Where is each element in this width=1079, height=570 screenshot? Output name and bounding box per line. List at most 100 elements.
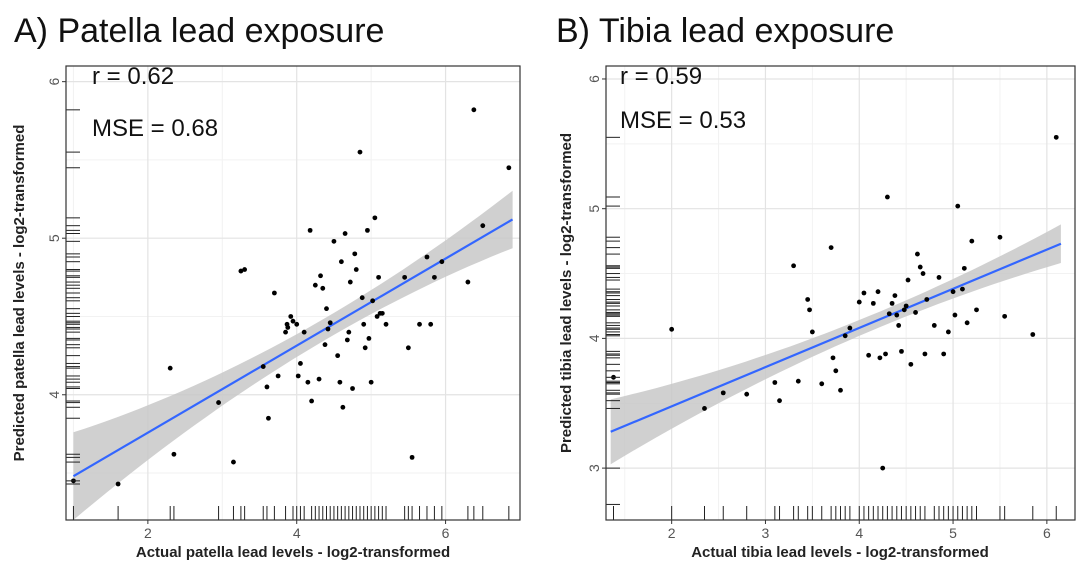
data-point: [969, 238, 975, 244]
data-point: [115, 481, 121, 487]
data-point: [922, 351, 928, 357]
data-point: [915, 251, 920, 257]
data-point: [362, 345, 368, 351]
data-point: [374, 314, 380, 319]
data-point: [424, 254, 430, 260]
stat-mse: MSE = 0.53: [620, 107, 746, 134]
data-point: [275, 373, 281, 379]
data-point: [807, 307, 812, 313]
data-point: [264, 384, 270, 390]
x-tick-label: 6: [442, 525, 450, 541]
stat-r: r = 0.59: [620, 63, 702, 90]
y-tick-label: 5: [46, 234, 62, 242]
data-point: [1002, 313, 1008, 319]
stat-mse: MSE = 0.68: [92, 115, 218, 142]
data-point: [908, 361, 914, 367]
data-point: [702, 406, 707, 411]
y-tick-label: 5: [586, 205, 602, 213]
x-tick-label: 4: [293, 525, 301, 541]
data-point: [465, 279, 471, 285]
plot-background: [606, 66, 1075, 520]
data-point: [402, 274, 408, 280]
data-point: [885, 194, 890, 200]
data-point: [167, 365, 173, 371]
y-tick-label: 6: [46, 78, 62, 86]
data-point: [288, 314, 294, 319]
data-point: [260, 364, 266, 369]
data-point: [171, 451, 177, 457]
data-point: [283, 329, 288, 335]
data-point: [471, 107, 477, 113]
rug: [66, 109, 510, 520]
data-point: [883, 351, 888, 357]
data-point: [340, 404, 346, 410]
panel-title: A) Patella lead exposure: [14, 12, 384, 50]
x-axis-label: Actual tibia lead levels - log2-transfor…: [691, 544, 989, 561]
data-point: [866, 352, 872, 358]
data-point: [917, 264, 923, 270]
data-point: [877, 355, 883, 361]
data-point: [945, 329, 951, 335]
data-point: [238, 268, 244, 274]
data-point: [307, 227, 313, 233]
data-point: [842, 333, 848, 339]
data-point: [357, 149, 363, 155]
y-axis-label: Predicted patella lead levels - log2-tra…: [11, 125, 28, 462]
plot-frame: [605, 65, 1076, 521]
data-point: [952, 312, 958, 318]
panel-b: 2 3 4 5 6 3 4 5 6 B) Tibia lead exposure r = 0.59 M…: [556, 12, 1076, 561]
data-point: [242, 267, 248, 272]
data-point: [886, 311, 892, 317]
data-point: [847, 325, 853, 331]
data-point: [312, 282, 318, 288]
data-point: [290, 318, 296, 324]
data-point: [795, 378, 801, 384]
data-point: [894, 312, 900, 318]
data-point: [861, 290, 867, 296]
data-point: [974, 307, 979, 313]
data-point: [506, 165, 512, 171]
data-point: [838, 387, 843, 393]
data-point: [331, 238, 337, 244]
data-point: [828, 245, 834, 251]
data-point: [1030, 332, 1036, 337]
data-point: [880, 465, 886, 471]
data-point: [231, 459, 236, 465]
data-point: [335, 353, 341, 359]
regression-line: [72, 218, 514, 478]
data-point: [266, 415, 271, 421]
data-point: [344, 337, 350, 343]
data-point: [1053, 134, 1059, 140]
data-point: [744, 391, 750, 397]
x-tick-label: 2: [144, 525, 152, 541]
data-point: [379, 310, 385, 316]
data-points: [71, 107, 512, 487]
data-point: [870, 300, 876, 306]
data-point: [350, 386, 355, 391]
data-point: [271, 290, 277, 296]
data-point: [383, 321, 389, 327]
x-tick-label: 5: [949, 525, 957, 541]
data-point: [791, 263, 796, 269]
regression-line: [610, 242, 1062, 433]
data-point: [941, 351, 947, 357]
data-point: [338, 259, 344, 265]
data-point: [347, 279, 353, 285]
data-point: [720, 390, 726, 396]
data-point: [325, 326, 331, 332]
data-point: [295, 373, 301, 379]
x-axis-label: Actual patella lead levels - log2-transf…: [136, 544, 450, 561]
data-point: [955, 203, 961, 209]
data-point: [772, 380, 778, 385]
data-point: [346, 329, 352, 335]
data-point: [950, 289, 956, 295]
data-point: [370, 298, 376, 304]
data-point: [409, 454, 415, 460]
stat-r: r = 0.62: [92, 63, 174, 90]
data-point: [316, 376, 322, 382]
data-point: [359, 295, 365, 301]
data-point: [322, 342, 328, 348]
data-point: [309, 398, 315, 404]
data-point: [376, 274, 381, 280]
